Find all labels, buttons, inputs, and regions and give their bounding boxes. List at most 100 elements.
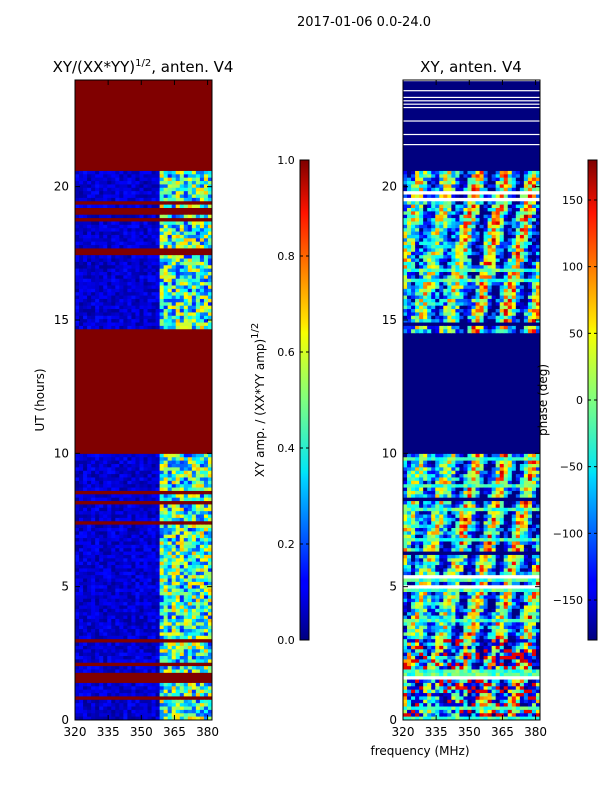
amplitude-cell [123,709,128,714]
amplitude-cell [147,484,153,489]
phase-cell [423,278,428,283]
amplitude-cell [83,309,88,314]
colorbar-tick-label: 0.2 [277,538,295,551]
phase-cell [507,248,513,253]
phase-cell [455,221,461,226]
phase-cell [463,268,469,273]
phase-cell [495,275,501,280]
phase-cell [447,248,452,253]
amplitude-cell [103,618,108,623]
phase-cell [447,251,452,256]
amplitude-cell [87,618,92,623]
amplitude-cell [175,231,181,236]
phase-cell [423,248,428,253]
amplitude-cell [155,285,161,290]
phase-cell [463,238,469,243]
amplitude-cell [175,245,181,250]
amplitude-cell [151,177,157,182]
amplitude-cell [151,312,157,317]
amplitude-cell [131,699,137,704]
amplitude-cell [131,554,137,559]
amplitude-cell [155,598,161,603]
phase-cell [479,170,485,175]
amplitude-cell [203,511,209,516]
amplitude-cell [159,319,165,324]
amplitude-cell [195,629,201,634]
amplitude-cell [95,464,100,468]
amplitude-cell [87,713,92,718]
phase-cell [455,272,461,276]
amplitude-cell [87,706,92,711]
amplitude-cell [179,170,185,175]
amplitude-cell [151,605,157,610]
amplitude-cell [203,575,209,580]
phase-cell [443,272,448,276]
amplitude-cell [91,528,96,532]
amplitude-cell [111,659,116,664]
amplitude-cell [159,554,165,559]
phase-cell [511,265,517,270]
amplitude-cell [91,656,96,660]
amplitude-cell [111,686,116,691]
amplitude-cell [91,170,96,175]
phase-gap-line [403,96,540,99]
amplitude-cell [159,652,165,657]
phase-cell [443,282,448,287]
amplitude-cell [179,585,185,590]
amplitude-cell [135,191,141,196]
amplitude-cell [147,470,153,475]
phase-cell [455,174,461,179]
amplitude-cell [83,170,88,175]
amplitude-cell [91,234,96,239]
phase-cell [507,228,513,233]
amplitude-cell [127,524,133,529]
amplitude-cell [87,187,92,192]
amplitude-cell [103,511,108,516]
amplitude-cell [75,282,80,287]
amplitude-cell [151,511,157,516]
amplitude-cell [151,194,157,199]
phase-gap-line [403,103,540,105]
amplitude-cell [155,544,161,549]
amplitude-cell [183,228,189,233]
amplitude-cell [175,480,181,485]
amplitude-cell [115,622,120,627]
amplitude-cell [75,497,80,502]
amplitude-cell [135,531,141,536]
amplitude-cell [147,245,153,250]
amplitude-cell [111,608,116,613]
amplitude-cell [143,322,149,327]
amplitude-cell [123,716,128,720]
amplitude-cell [155,319,161,324]
amplitude-cell [139,487,145,492]
phase-cell [451,208,456,212]
amplitude-cell [203,470,209,475]
phase-cell [515,241,521,246]
amplitude-cell [147,467,153,472]
amplitude-cell [95,191,100,196]
amplitude-cell [99,538,104,543]
amplitude-cell [159,592,165,596]
phase-cell [523,228,529,233]
amplitude-cell [171,666,177,671]
amplitude-cell [175,656,181,660]
phase-cell [507,255,513,260]
phase-cell [407,265,412,270]
amplitude-cell [155,629,161,634]
amplitude-cell [159,272,165,276]
phase-cell [495,258,501,263]
amplitude-cell [143,565,149,570]
phase-cell [411,265,416,270]
amplitude-cell [127,480,133,485]
amplitude-cell [175,275,181,280]
phase-cell [523,272,529,276]
phase-cell [499,248,505,253]
amplitude-cell [139,470,145,475]
amplitude-cell [207,615,212,620]
amplitude-cell [107,261,112,266]
phase-cell [427,238,432,243]
amplitude-cell [91,298,96,303]
amplitude-cell [179,713,185,718]
phase-cell [519,177,525,182]
amplitude-cell [123,305,128,310]
